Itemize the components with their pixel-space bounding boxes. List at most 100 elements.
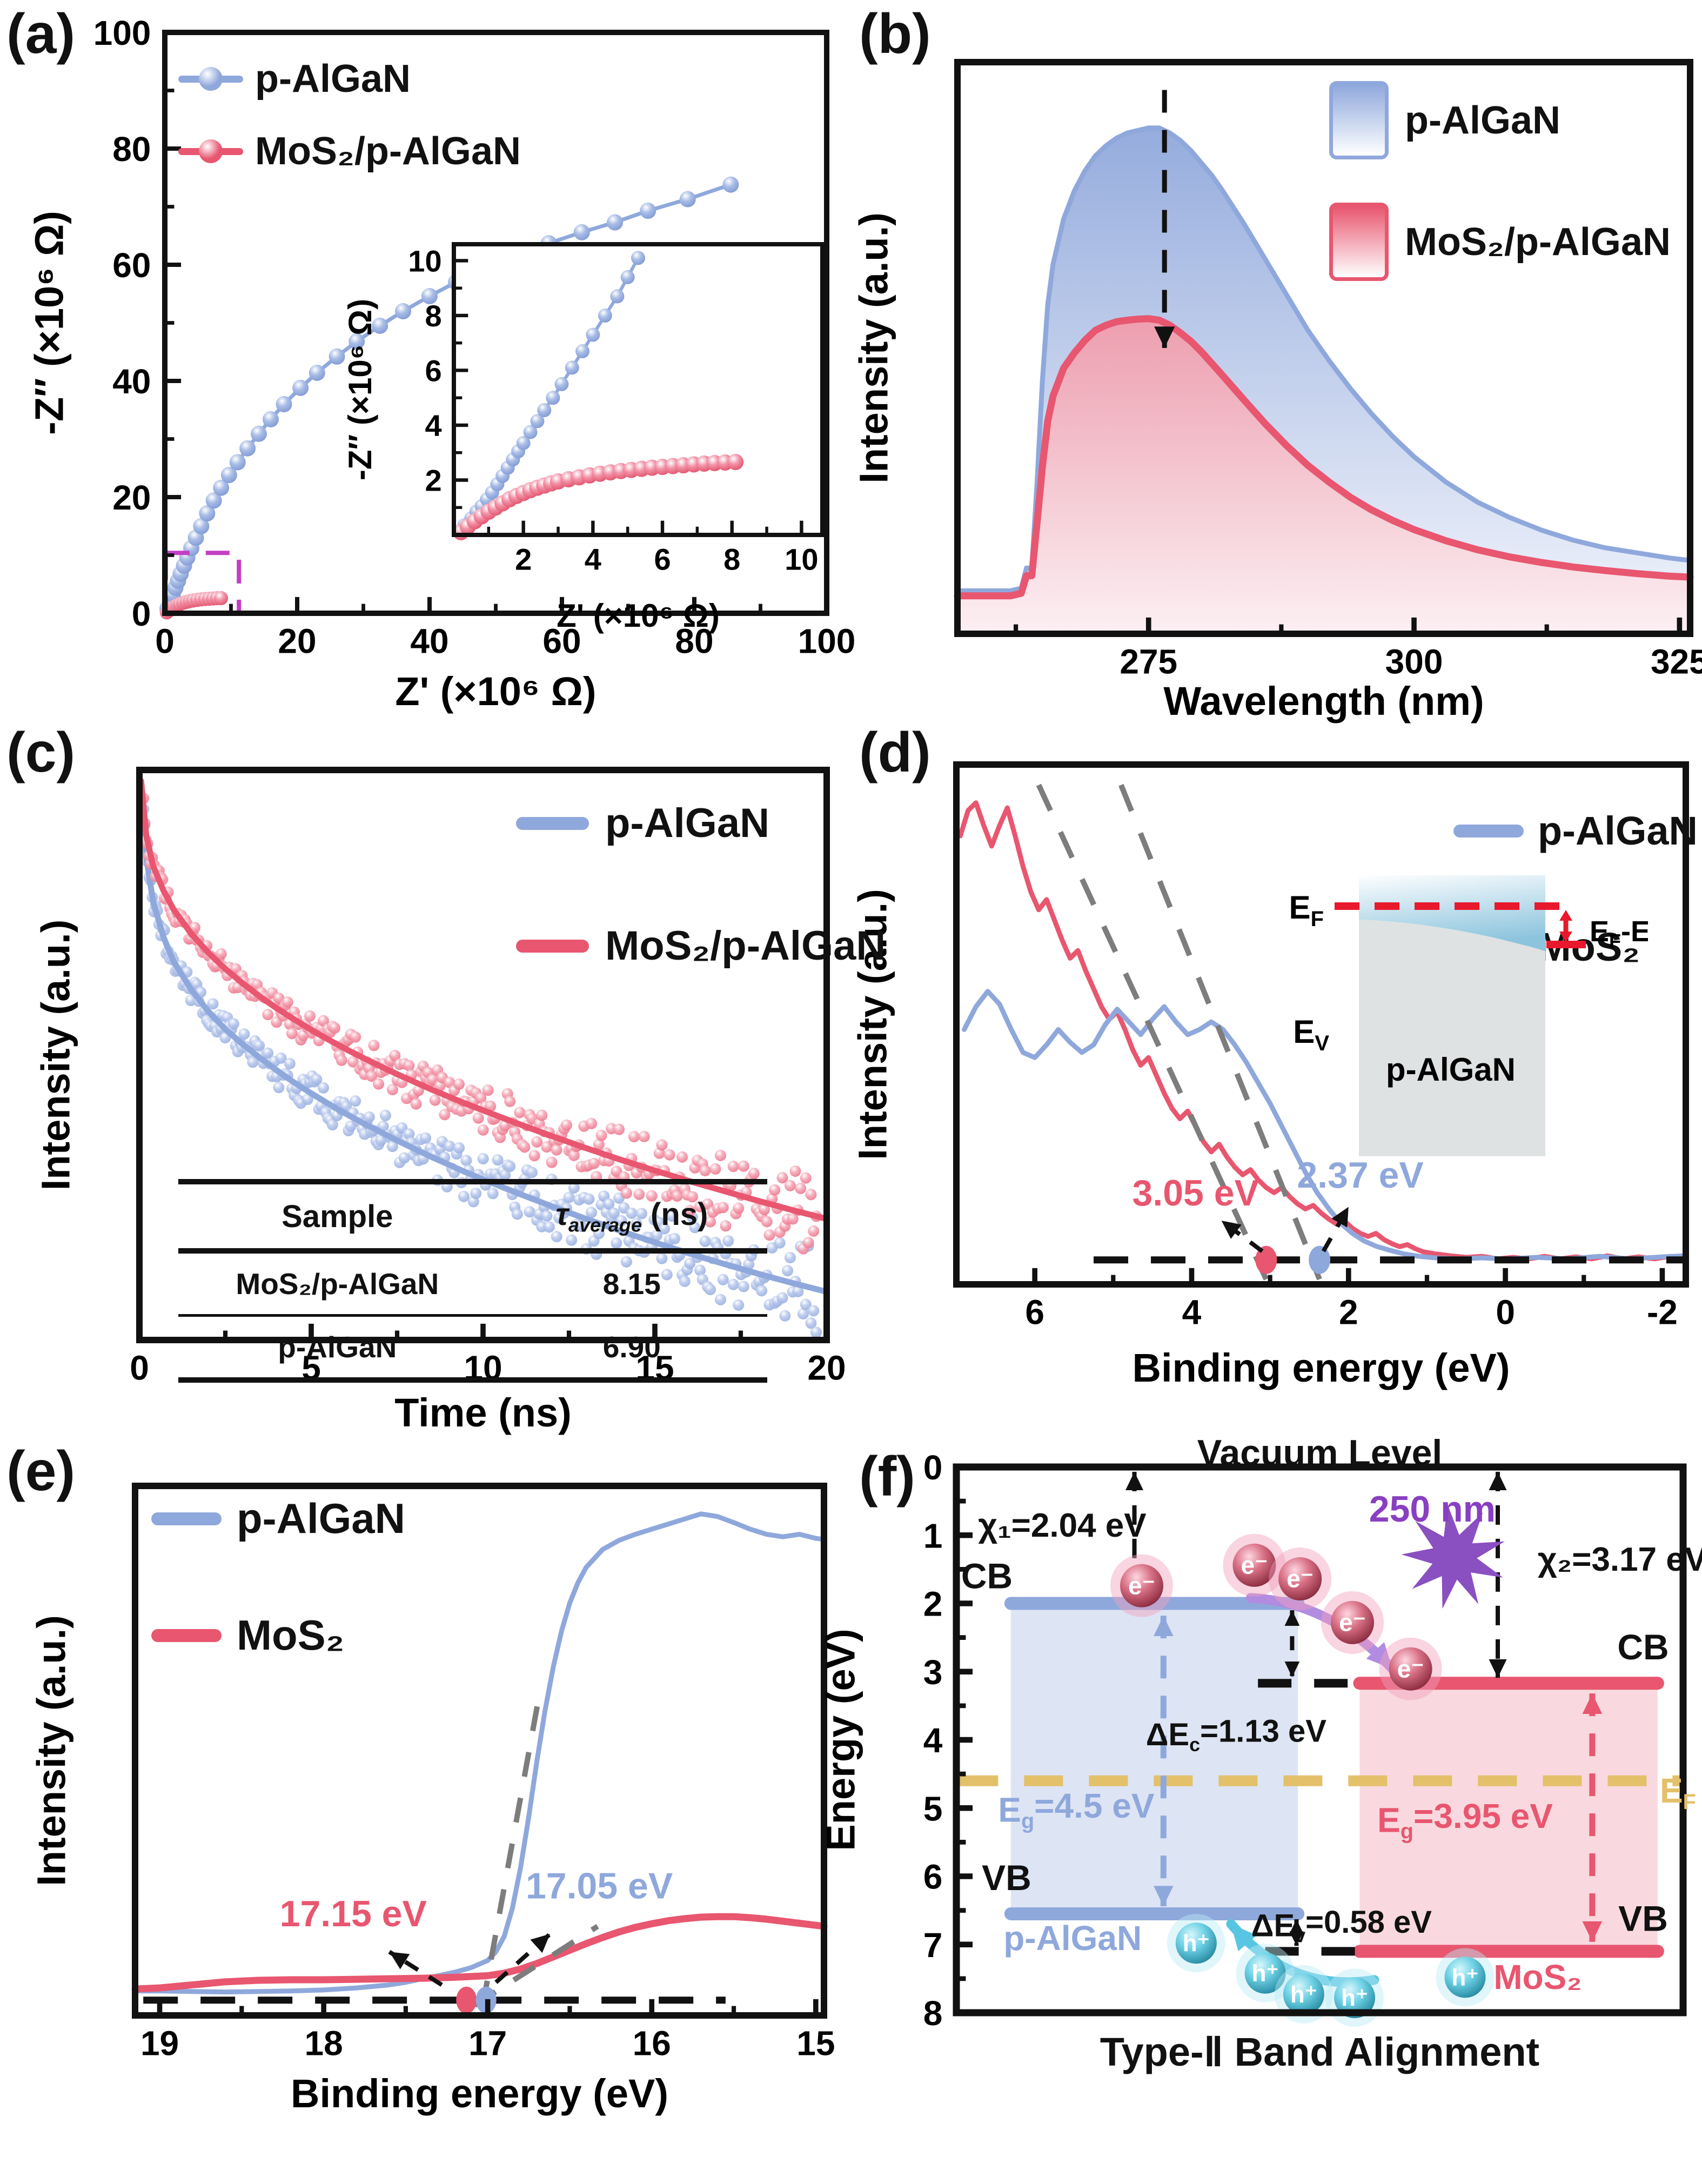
table-cell-sample: p-AlGaN	[278, 1330, 397, 1364]
svg-text:Intensity (a.u.): Intensity (a.u.)	[852, 212, 896, 484]
svg-text:Binding energy (eV): Binding energy (eV)	[1133, 1345, 1510, 1390]
ef-minus-ev-label: EF-EV	[1590, 915, 1648, 952]
svg-text:60: 60	[542, 622, 581, 661]
lifetime-table: Sample τaverage (ns) MoS₂/p-AlGaN 8.15 p…	[178, 1179, 767, 1383]
svg-text:-2: -2	[1647, 1293, 1678, 1332]
red-line-swatch	[151, 1629, 222, 1642]
svg-text:275: 275	[1120, 642, 1177, 681]
table-cell-sample: MoS₂/p-AlGaN	[236, 1267, 439, 1301]
xps-vbm-chart: 6 4 2 0 -2 Binding energy (eV) Intensity (a.u.…	[848, 719, 1702, 1437]
svg-text:VB: VB	[982, 1858, 1031, 1898]
svg-text:3.05 eV: 3.05 eV	[1133, 1173, 1259, 1214]
blue-line-swatch	[151, 1512, 222, 1525]
panel-b-legend: p-AlGaN MoS₂/p-AlGaN	[1329, 81, 1671, 281]
svg-text:e⁻: e⁻	[1339, 1608, 1366, 1636]
vacuum-level-title: Vacuum Level	[1197, 1432, 1443, 1473]
blue-gradient-swatch	[1329, 81, 1389, 159]
svg-text:6: 6	[654, 542, 671, 576]
panel-c-trpl: (c) 0 5 10 15 20 Time (ns) Intensity (a.u.) p-…	[0, 719, 886, 1437]
svg-text:h⁺: h⁺	[1252, 1960, 1279, 1987]
red-gradient-swatch	[1329, 203, 1389, 281]
svg-text:80: 80	[675, 622, 713, 661]
svg-text:2.37 eV: 2.37 eV	[1297, 1155, 1423, 1196]
arrowhead-down-icon	[1559, 932, 1572, 942]
panel-b-label: (b)	[859, 3, 931, 65]
table-row: MoS₂/p-AlGaN 8.15	[178, 1254, 767, 1317]
svg-text:3: 3	[923, 1653, 943, 1692]
red-ball-icon	[199, 139, 223, 163]
p-algan-region	[1359, 920, 1545, 1156]
red-ballline-swatch	[178, 139, 243, 163]
svg-text:e⁻: e⁻	[1241, 1551, 1268, 1579]
legend-label: p-AlGaN	[1538, 808, 1698, 853]
legend-label: MoS₂/p-AlGaN	[605, 923, 886, 969]
svg-text:17.05 eV: 17.05 eV	[526, 1865, 673, 1906]
legend-item-mos2: MoS₂	[151, 1611, 405, 1660]
svg-text:1: 1	[923, 1516, 943, 1555]
svg-text:e⁻: e⁻	[1128, 1571, 1155, 1599]
panel-f-label: (f)	[859, 1445, 915, 1508]
svg-text:8: 8	[425, 299, 441, 333]
panel-d-label: (d)	[859, 721, 931, 784]
svg-text:Intensity (a.u.): Intensity (a.u.)	[33, 920, 78, 1191]
table-cell-tau: 8.15	[602, 1267, 661, 1301]
svg-text:8: 8	[723, 542, 740, 576]
legend-item-mos2-p-algan: MoS₂/p-AlGaN	[516, 922, 886, 969]
svg-text:p-AlGaN: p-AlGaN	[1003, 1919, 1142, 1958]
panel-f-band-alignment: (f) Vacuum Level e⁻ e⁻ e⁻ e⁻ e⁻ h⁺ h⁺ h⁺ h⁺ h⁺ 0 1 2…	[818, 1432, 1702, 2184]
svg-text:19: 19	[140, 2024, 179, 2063]
band-bending-inset: EF EV EF-EV p-AlGaN	[1289, 875, 1648, 1156]
table-row: p-AlGaN 6.90	[178, 1317, 767, 1377]
legend-item-p-algan: p-AlGaN	[516, 800, 886, 847]
trpl-chart: 0 5 10 15 20 Time (ns) Intensity (a.u.)	[0, 719, 848, 1437]
svg-text:e⁻: e⁻	[1286, 1565, 1314, 1593]
arrowhead-up-icon	[1559, 910, 1572, 921]
blue-ball-icon	[199, 67, 223, 91]
table-header-tau: τaverage (ns)	[555, 1196, 708, 1236]
band-alignment-caption: Type-Ⅱ Band Alignment	[1100, 2029, 1540, 2074]
legend-item-p-algan: p-AlGaN	[1453, 808, 1698, 854]
svg-text:0: 0	[155, 622, 175, 661]
svg-text:7: 7	[923, 1926, 943, 1965]
svg-text:100: 100	[798, 622, 856, 661]
panel-b-pl-spectra: (b) 275 300 325 Wavelength (nm) Intensity (a…	[848, 0, 1702, 723]
svg-text:4: 4	[923, 1721, 943, 1760]
svg-text:300: 300	[1385, 642, 1443, 681]
legend-label: p-AlGaN	[255, 57, 411, 101]
svg-text:h⁺: h⁺	[1183, 1930, 1210, 1957]
svg-text:CB: CB	[961, 1556, 1013, 1596]
legend-label: p-AlGaN	[237, 1495, 405, 1542]
svg-text:Intensity (a.u.): Intensity (a.u.)	[29, 1615, 74, 1886]
legend-item-p-algan: p-AlGaN	[178, 57, 521, 101]
svg-text:80: 80	[112, 130, 151, 169]
legend-item-mos2-p-algan: MoS₂/p-AlGaN	[1329, 203, 1671, 281]
svg-text:χ₂=3.17 eV: χ₂=3.17 eV	[1538, 1541, 1702, 1578]
svg-text:Z' (×10⁶ Ω): Z' (×10⁶ Ω)	[557, 598, 720, 634]
svg-text:Intensity (a.u.): Intensity (a.u.)	[850, 889, 895, 1160]
svg-text:MoS₂: MoS₂	[1493, 1958, 1582, 1997]
svg-text:e⁻: e⁻	[1397, 1654, 1424, 1683]
svg-text:h⁺: h⁺	[1290, 1981, 1317, 2008]
svg-text:5: 5	[923, 1789, 943, 1828]
svg-text:-Z″ (×10⁶ Ω): -Z″ (×10⁶ Ω)	[26, 211, 71, 435]
conduction-band-gradient	[1359, 875, 1545, 951]
svg-text:CB: CB	[1617, 1627, 1669, 1667]
svg-text:40: 40	[410, 622, 448, 661]
panel-d-xps-vbm: (d) 6 4 2 0 -2 Binding energy (eV) Intensity (…	[848, 719, 1702, 1437]
svg-text:Eg=3.95 eV: Eg=3.95 eV	[1377, 1797, 1553, 1843]
svg-text:2: 2	[425, 464, 441, 498]
svg-text:2: 2	[1339, 1293, 1358, 1332]
svg-text:4: 4	[585, 542, 601, 576]
panel-c-label: (c)	[6, 721, 76, 784]
svg-text:ΔEc=1.13 eV: ΔEc=1.13 eV	[1146, 1713, 1327, 1755]
svg-text:20: 20	[112, 478, 151, 517]
svg-text:17.15 eV: 17.15 eV	[280, 1893, 427, 1934]
svg-text:0: 0	[132, 594, 151, 633]
legend-item-p-algan: p-AlGaN	[151, 1494, 405, 1543]
svg-text:Binding energy (eV): Binding energy (eV)	[291, 2071, 668, 2116]
panel-a-label: (a)	[6, 3, 76, 65]
svg-text:325: 325	[1651, 642, 1702, 681]
svg-text:250 nm: 250 nm	[1369, 1489, 1496, 1530]
lifetime-table-header: Sample τaverage (ns)	[178, 1184, 767, 1254]
